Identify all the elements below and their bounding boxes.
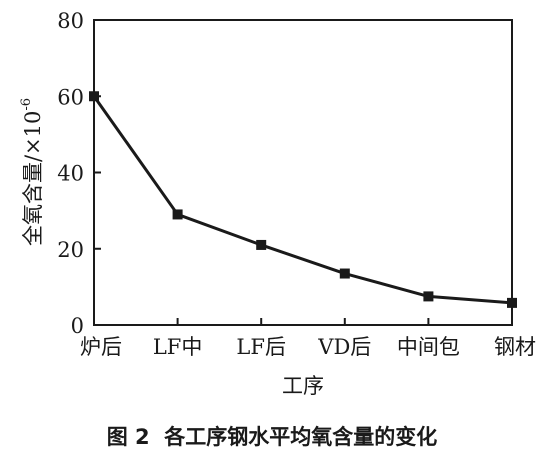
y-tick-label: 60 xyxy=(57,85,84,109)
figure-caption: 图 2 各工序钢水平均氧含量的变化 xyxy=(107,425,438,449)
series-total-oxygen xyxy=(89,91,517,308)
x-tick-label: VD后 xyxy=(317,335,371,359)
data-point-marker xyxy=(423,291,434,302)
x-tick-label: 中间包 xyxy=(397,335,460,359)
y-tick-label: 20 xyxy=(57,238,84,262)
data-point-marker xyxy=(256,239,267,250)
y-axis-title-exponent: -6 xyxy=(19,98,34,111)
data-point-marker xyxy=(172,209,183,220)
x-tick-label: 钢材 xyxy=(494,335,536,359)
series-line xyxy=(92,95,513,305)
x-tick-label: LF后 xyxy=(236,335,286,359)
x-axis-title: 工序 xyxy=(282,374,324,398)
y-tick-label: 40 xyxy=(57,162,84,186)
x-tick-label: LF中 xyxy=(153,335,203,359)
y-axis-ticks: 0 20 40 60 80 xyxy=(57,9,101,338)
data-point-marker xyxy=(89,91,99,102)
y-axis-title: 全氧含量/×10-6 xyxy=(19,98,45,246)
data-point-marker xyxy=(339,268,350,279)
y-tick-label: 80 xyxy=(57,9,84,33)
data-point-marker xyxy=(507,297,517,308)
y-axis-title-main: 全氧含量/×10 xyxy=(21,111,45,246)
x-axis-ticks: 炉后 LF中 LF后 VD后 中间包 钢材 xyxy=(80,318,536,359)
y-tick-label: 0 xyxy=(71,314,84,338)
plot-frame xyxy=(93,19,513,326)
x-tick-label: 炉后 xyxy=(80,335,122,359)
